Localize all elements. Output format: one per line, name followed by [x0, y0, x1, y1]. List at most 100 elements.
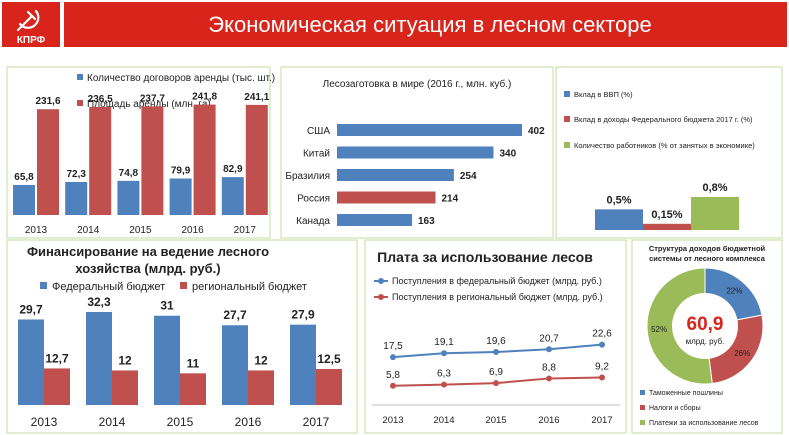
value-label-contracts-2015: 74,8	[119, 168, 139, 179]
bar-logging-2	[337, 169, 454, 181]
legend-label-federal: Федеральный бюджет	[52, 281, 165, 293]
x-tick-fees-2017: 2017	[591, 415, 612, 426]
point-regional-2016	[546, 375, 552, 382]
value-label-regional-2013: 12,7	[45, 351, 69, 365]
value-label-federal-2016: 27,7	[223, 308, 247, 322]
bar-contracts-2013	[13, 184, 35, 215]
value-label-regional-2016: 12	[254, 353, 268, 367]
value-label-federal-2017: 27,9	[291, 308, 315, 322]
chart-logging: Лесозаготовка в мире (2016 г., млн. куб.…	[285, 78, 545, 227]
value-label-federal-2013: 29,7	[19, 302, 43, 316]
financing-title-line1: Финансирование на ведение лесного	[27, 244, 269, 259]
point-regional-2017	[599, 374, 605, 381]
legend-label-regional: региональный бюджет	[192, 281, 307, 293]
bar-regional-2015	[180, 373, 206, 405]
bar-area-2013	[37, 109, 59, 215]
bar-federal-2017	[290, 324, 316, 405]
bar-logging-3	[337, 191, 436, 204]
x-tick-fin-2015: 2015	[167, 415, 194, 429]
point-federal-2017	[599, 341, 605, 348]
point-regional-2015	[493, 380, 499, 387]
value-label-area-2017: 241,1	[244, 92, 269, 103]
bar-contracts-2017	[221, 177, 244, 215]
logo-box	[2, 2, 60, 47]
bar-federal-2016	[222, 325, 248, 405]
value-label-federal-2017: 22,6	[592, 329, 612, 340]
legend-label-forest-payments: Платежи за использование лесов	[649, 420, 759, 427]
bar-logging-0	[337, 124, 522, 136]
bar-area-2016	[193, 104, 216, 215]
slice-label-customs: 22%	[726, 287, 742, 296]
bar-federal-2015	[154, 315, 180, 405]
value-label-regional-2015: 11	[187, 356, 200, 370]
header: КПРФ Экономическая ситуация в лесном сек…	[2, 2, 787, 47]
x-tick-fin-2017: 2017	[303, 415, 330, 429]
chart-fees: Плата за использование лесов Поступления…	[372, 249, 620, 426]
value-label-area-2016: 241,8	[192, 92, 217, 103]
value-label-contracts-2016: 79,9	[171, 166, 191, 177]
slice-label-forest-payments: 52%	[651, 325, 667, 334]
y-tick-logging-0: США	[307, 126, 330, 137]
bar-contracts-2016	[169, 178, 192, 215]
legend-swatch-budget-share	[564, 116, 570, 122]
point-regional-2014	[441, 381, 447, 388]
bar-contracts-2014	[65, 181, 88, 215]
bar-area-2015	[141, 106, 164, 215]
logging-title: Лесозаготовка в мире (2016 г., млн. куб.…	[323, 78, 512, 90]
value-label-gdp-2: 0,8%	[702, 182, 727, 194]
x-tick-fin-2014: 2014	[99, 415, 126, 429]
bar-area-2014	[89, 106, 112, 215]
structure-title-line1: Структура доходов бюджетной	[649, 244, 766, 253]
legend-label-budget-share: Вклад в доходы Федерального бюджета 2017…	[574, 115, 753, 124]
point-regional-2013	[390, 382, 396, 389]
value-label-area-2014: 236,5	[88, 94, 113, 105]
legend-swatch-regional	[180, 282, 187, 289]
legend-label-regional-fees: Поступления в региональный бюджет (млрд.…	[392, 292, 603, 302]
x-tick-2014: 2014	[77, 225, 100, 236]
pie-center-unit: млрд. руб.	[686, 337, 725, 346]
fees-title: Плата за использование лесов	[377, 249, 593, 265]
legend-label-taxes: Налоги и сборы	[649, 404, 701, 412]
value-label-contracts-2014: 72,3	[66, 169, 86, 180]
legend-label-contracts: Количество договоров аренды (тыс. шт.)	[87, 73, 275, 84]
chart-leases: Количество договоров аренды (тыс. шт.) П…	[13, 73, 275, 236]
x-tick-2016: 2016	[181, 225, 204, 236]
pie-center-value: 60,9	[687, 314, 724, 335]
point-federal-2015	[493, 348, 499, 355]
bar-federal-2013	[18, 319, 44, 405]
x-tick-fees-2016: 2016	[538, 415, 559, 426]
logo-text: КПРФ	[17, 35, 46, 46]
value-label-area-2013: 231,6	[35, 96, 60, 107]
value-label-logging-2: 254	[460, 171, 477, 182]
bar-contracts-2015	[117, 180, 140, 215]
point-federal-2016	[546, 346, 552, 353]
panel-fees	[364, 239, 627, 434]
value-label-logging-4: 163	[418, 216, 435, 227]
hammer-sickle-icon	[16, 9, 40, 32]
chart-structure: Структура доходов бюджетной системы от л…	[640, 244, 766, 427]
value-label-contracts-2017: 82,9	[223, 164, 243, 175]
value-label-regional-2013: 5,8	[386, 370, 400, 381]
value-label-federal-2015: 19,6	[486, 336, 506, 347]
bar-regional-2017	[316, 369, 342, 405]
legend-label-customs: Таможенные пошлины	[649, 390, 723, 397]
bar-regional-2013	[44, 368, 70, 405]
legend-swatch-area	[77, 100, 83, 106]
legend-swatch-contracts	[77, 74, 83, 80]
value-label-regional-2016: 8,8	[542, 362, 556, 373]
legend-label-federal-fees: Поступления в федеральный бюджет (млрд. …	[392, 276, 602, 286]
value-label-contracts-2013: 65,8	[14, 172, 34, 183]
legend-label-workers: Количество работников (% от занятых в эк…	[574, 141, 755, 150]
y-tick-logging-1: Китай	[303, 149, 330, 160]
x-tick-fin-2016: 2016	[235, 415, 262, 429]
slice-label-taxes: 26%	[734, 349, 750, 358]
panel-logging	[280, 66, 554, 239]
x-tick-fees-2015: 2015	[485, 415, 506, 426]
panel-gdp	[555, 66, 783, 239]
y-tick-logging-2: Бразилия	[285, 171, 330, 182]
x-tick-2015: 2015	[129, 225, 152, 236]
x-tick-2017: 2017	[234, 225, 257, 236]
x-tick-fin-2013: 2013	[31, 415, 58, 429]
x-tick-fees-2013: 2013	[382, 415, 403, 426]
